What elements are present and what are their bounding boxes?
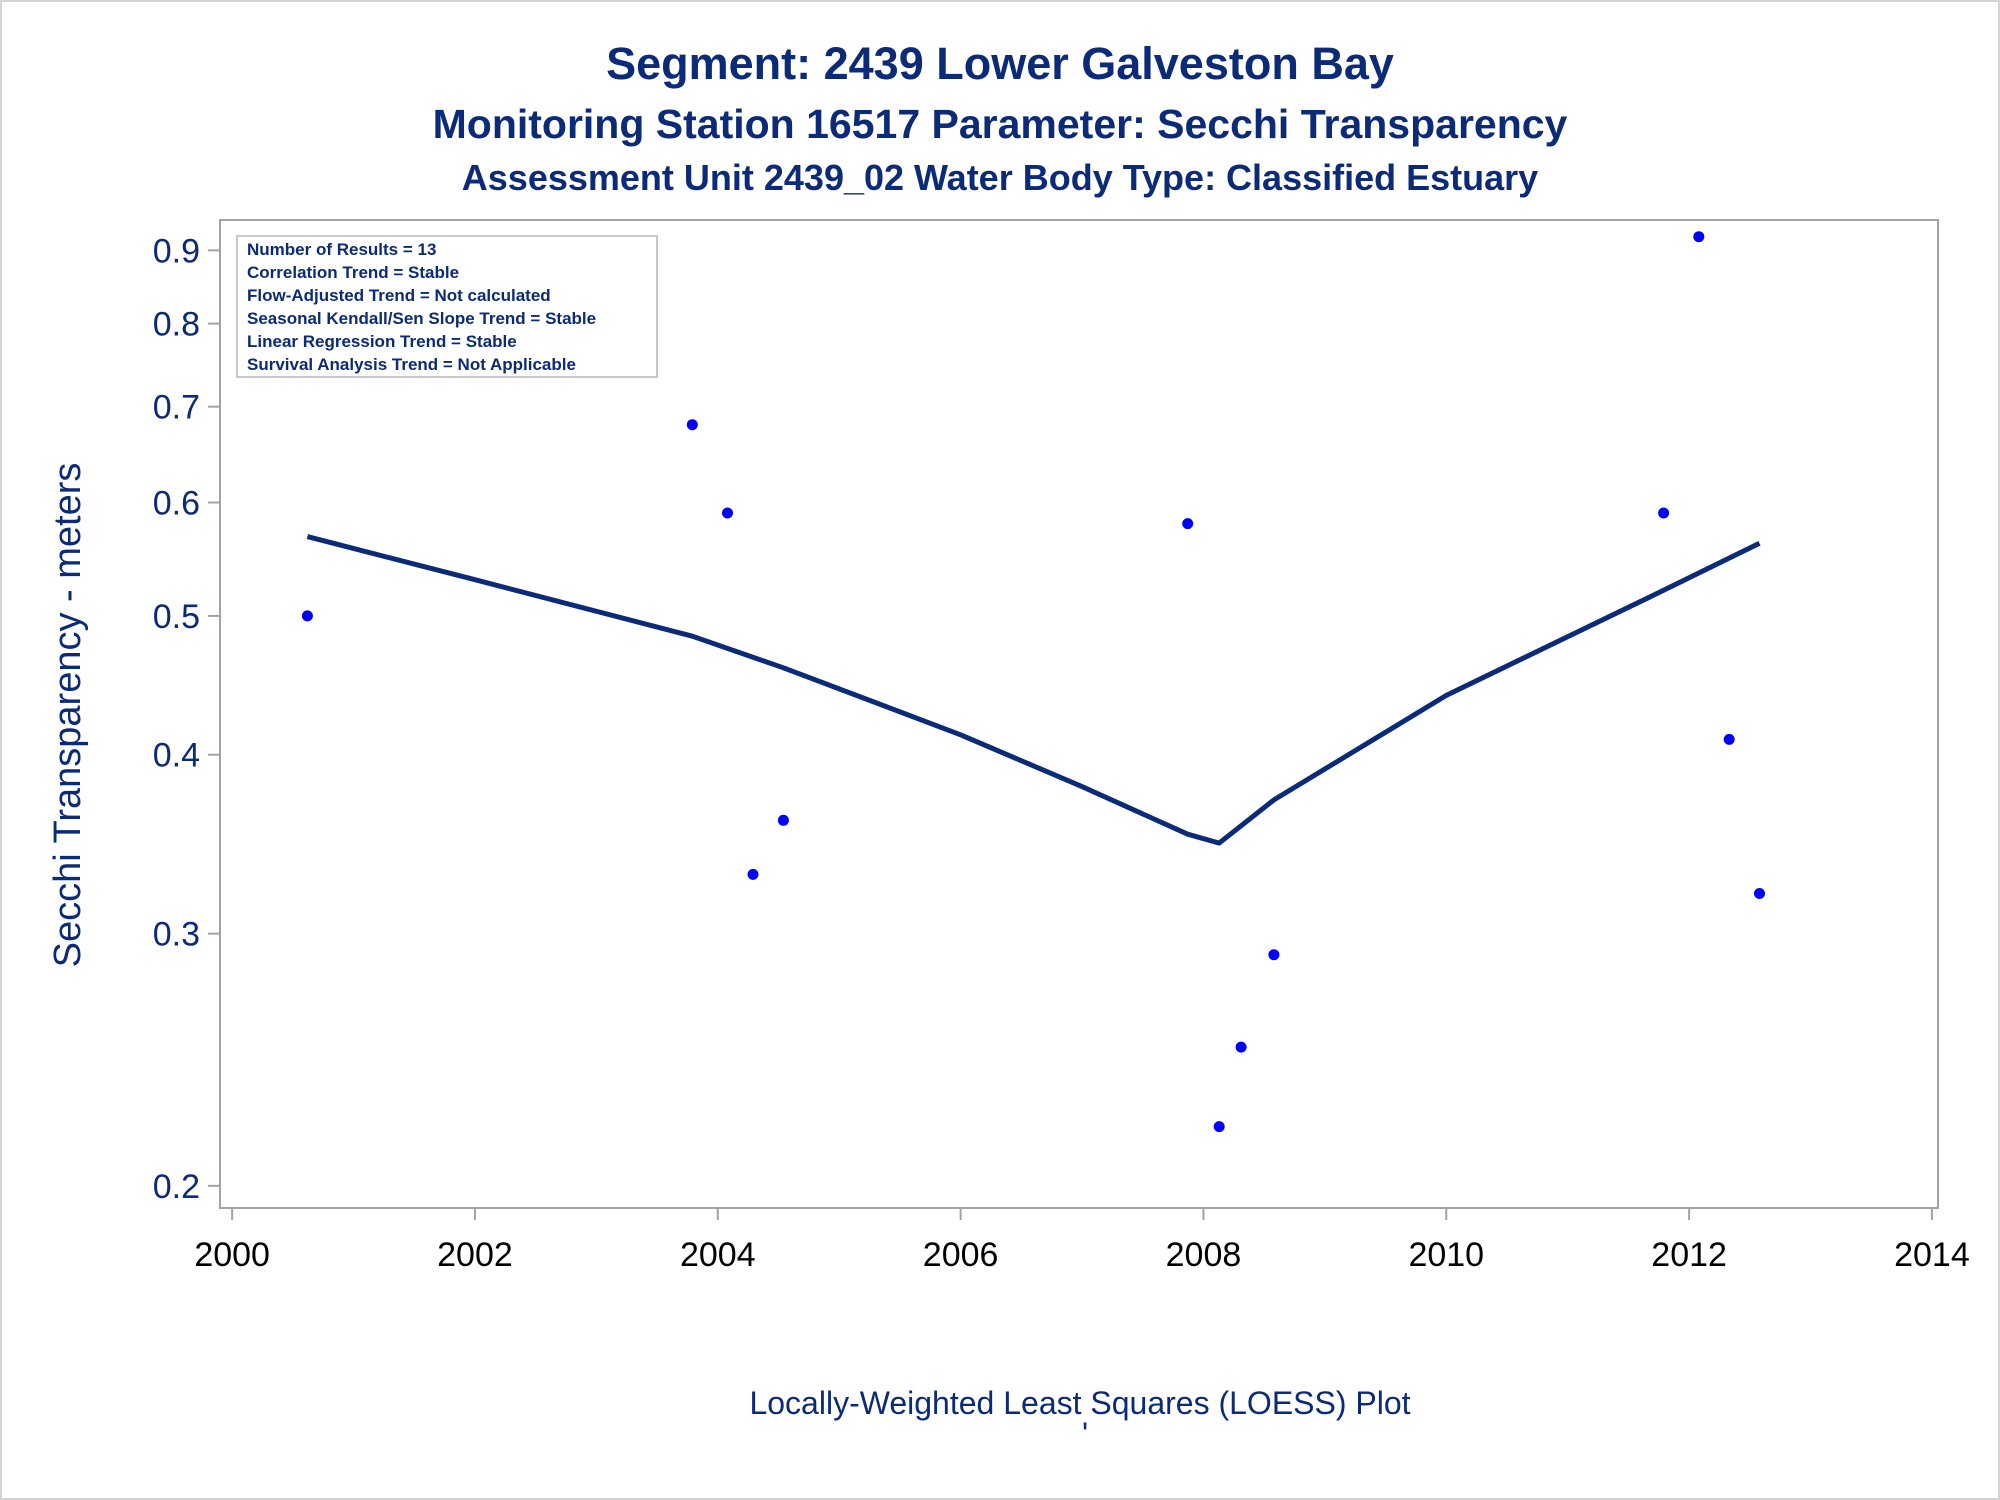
loess-trend-line: [306, 534, 1761, 846]
data-point: [1723, 733, 1735, 745]
y-axis-label: Secchi Transparency - meters: [47, 463, 89, 968]
x-axis: 2000 2002 2004 2006 2008 2010 2012 2014: [194, 1208, 1970, 1274]
y-tick-label: 0.3: [153, 916, 200, 954]
y-tick-label: 0.8: [153, 306, 200, 344]
data-layer: [301, 231, 1765, 1133]
plot-area: [219, 219, 1939, 1209]
stats-legend-box: [236, 235, 658, 378]
data-point: [1213, 1121, 1225, 1133]
y-tick-label: 0.6: [153, 485, 200, 523]
chart-subtitle-assessment: Assessment Unit 2439_02 Water Body Type:…: [462, 157, 1538, 198]
x-tick-label: 2002: [437, 1236, 513, 1274]
footnote-mark: ': [1082, 1416, 1088, 1452]
x-tick-label: 2004: [680, 1236, 756, 1274]
data-point: [1754, 888, 1765, 899]
x-tick-label: 2000: [194, 1236, 270, 1274]
stats-flow-adjusted-trend: Flow-Adjusted Trend = Not calculated: [247, 286, 551, 305]
stats-survival-analysis-trend: Survival Analysis Trend = Not Applicable: [247, 355, 576, 374]
data-point: [747, 868, 759, 880]
y-tick-label: 0.9: [153, 232, 200, 270]
data-point: [777, 814, 789, 826]
data-point: [1235, 1041, 1247, 1053]
chart-subtitle-station: Monitoring Station 16517 Parameter: Secc…: [433, 101, 1568, 147]
y-tick-label: 0.4: [153, 737, 200, 775]
data-point: [1268, 949, 1280, 961]
data-point: [1658, 507, 1670, 519]
stats-linear-regression-trend: Linear Regression Trend = Stable: [247, 332, 517, 351]
x-tick-label: 2012: [1651, 1236, 1727, 1274]
x-tick-label: 2010: [1408, 1236, 1484, 1274]
y-tick-label: 0.7: [153, 389, 200, 427]
y-tick-label: 0.2: [153, 1168, 200, 1206]
x-tick-label: 2008: [1166, 1236, 1242, 1274]
x-tick-label: 2006: [923, 1236, 999, 1274]
stats-seasonal-kendall-trend: Seasonal Kendall/Sen Slope Trend = Stabl…: [247, 309, 596, 328]
y-tick-label: 0.5: [153, 598, 200, 636]
data-point: [1182, 518, 1194, 530]
data-point: [301, 610, 313, 622]
data-point: [1693, 231, 1705, 243]
stats-legend: Number of Results = 13 Correlation Trend…: [236, 235, 658, 378]
stats-correlation-trend: Correlation Trend = Stable: [247, 263, 459, 282]
y-axis: 0.2 0.3 0.4 0.5 0.6 0.7 0.8 0.9: [153, 232, 220, 1206]
chart-title: Segment: 2439 Lower Galveston Bay: [606, 38, 1394, 89]
x-axis-label: Locally-Weighted Least Squares (LOESS) P…: [749, 1385, 1410, 1421]
data-point: [722, 507, 733, 519]
x-tick-label: 2014: [1894, 1236, 1970, 1274]
stats-number-of-results: Number of Results = 13: [247, 240, 436, 259]
data-point: [686, 419, 698, 431]
